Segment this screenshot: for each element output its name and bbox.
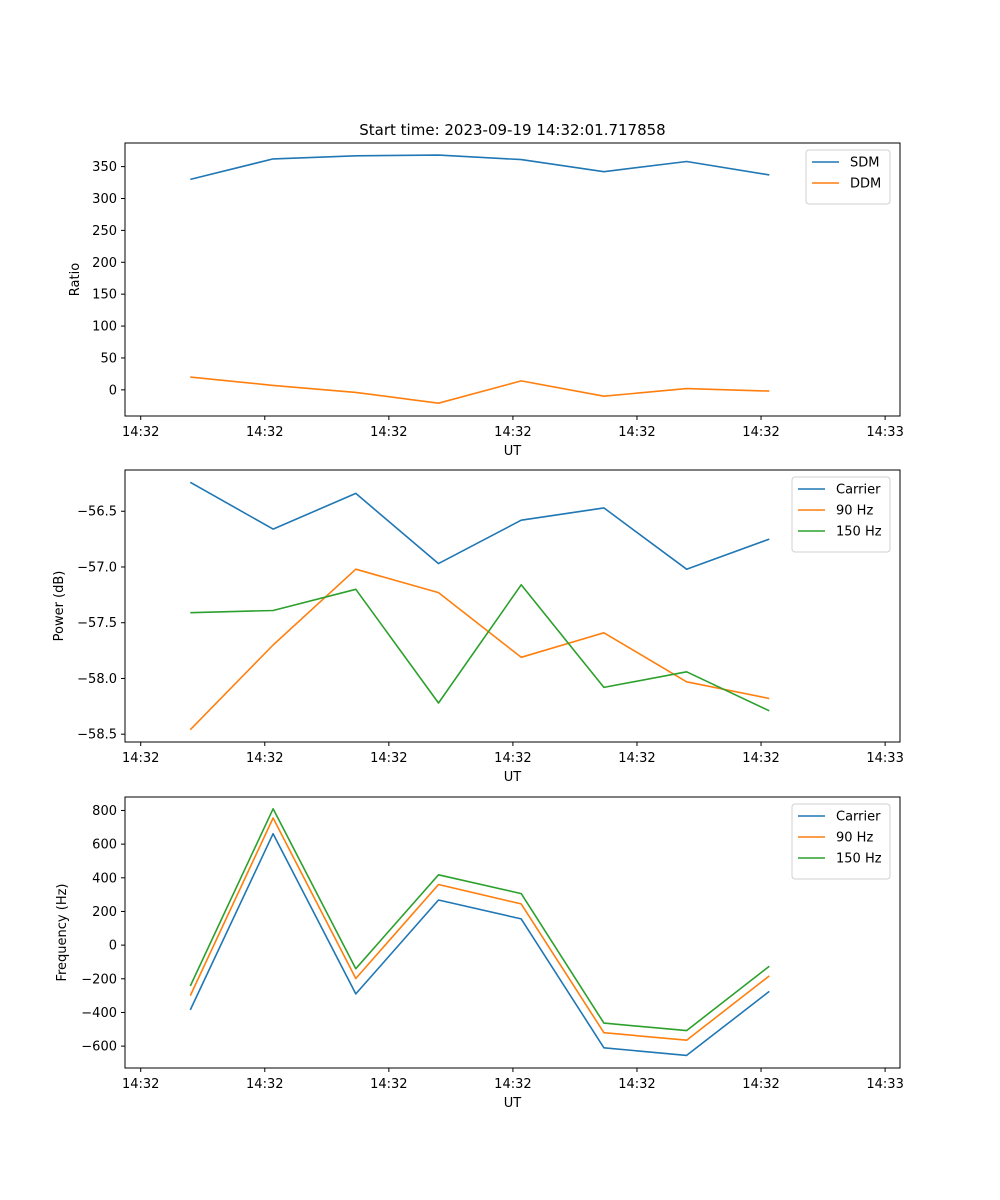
x-tick-label: 14:32 <box>122 425 159 440</box>
x-tick-label: 14:32 <box>122 1077 159 1092</box>
x-tick-label: 14:33 <box>866 425 903 440</box>
series-line-150-hz <box>189 807 770 1032</box>
legend-label: 150 Hz <box>836 525 882 540</box>
x-tick-label: 14:32 <box>618 1077 655 1092</box>
y-tick-label: 600 <box>92 838 117 853</box>
legend: SDM DDM <box>805 149 891 205</box>
y-tick-label: −200 <box>81 972 117 987</box>
series-line-90-hz <box>189 817 770 1041</box>
y-axis-label: Ratio <box>68 263 83 296</box>
y-tick-label: 350 <box>92 160 117 175</box>
subplot-3: 14:32 14:32 14:32 14:32 14:32 14:32 14:33 −600 −… <box>55 796 904 1111</box>
x-tick-label: 14:32 <box>494 425 531 440</box>
series-line-ddm <box>190 376 770 405</box>
x-tick-label: 14:32 <box>370 425 407 440</box>
x-tick-label: 14:32 <box>618 751 655 766</box>
legend-label: 90 Hz <box>836 504 873 519</box>
x-axis-label: UT <box>504 1096 522 1111</box>
y-axis-label: Power (dB) <box>52 571 67 642</box>
y-tick-label: 250 <box>92 224 117 239</box>
x-tick-label: 14:33 <box>866 751 903 766</box>
legend-label: Carrier <box>836 483 881 498</box>
y-tick-label: 400 <box>92 871 117 886</box>
legend-label: 90 Hz <box>836 831 873 846</box>
y-tick-label: −58.0 <box>77 672 117 687</box>
legend-label: 150 Hz <box>836 852 882 867</box>
legend-box <box>791 476 891 553</box>
x-tick-label: 14:32 <box>246 751 283 766</box>
series-line-sdm <box>190 154 770 181</box>
subplot-1: Start time: 2023-09-19 14:32:01.717858 14… <box>68 121 904 459</box>
y-tick-label: 0 <box>109 383 117 398</box>
y-tick-label: 0 <box>109 939 117 954</box>
y-tick-label: 200 <box>92 905 117 920</box>
x-tick-label: 14:32 <box>370 751 407 766</box>
x-tick-label: 14:32 <box>742 751 779 766</box>
y-tick-label: 100 <box>92 320 117 335</box>
series-line-carrier <box>189 481 770 571</box>
chart-title: Start time: 2023-09-19 14:32:01.717858 <box>359 121 665 139</box>
legend-label: DDM <box>850 177 881 192</box>
y-tick-label: 200 <box>92 256 117 271</box>
legend-box <box>805 149 891 205</box>
y-tick-label: −57.0 <box>77 560 117 575</box>
x-tick-label: 14:32 <box>494 1077 531 1092</box>
series-line-90-hz <box>189 568 770 731</box>
axes-frame <box>124 796 901 1069</box>
series-line-carrier <box>189 832 770 1057</box>
legend: Carrier 90 Hz 150 Hz <box>791 476 891 553</box>
axes-frame <box>124 142 901 417</box>
legend-label: SDM <box>850 156 879 171</box>
subplot-2: 14:32 14:32 14:32 14:32 14:32 14:32 14:33 −58.5… <box>52 469 904 785</box>
legend-box <box>791 803 891 880</box>
x-tick-label: 14:32 <box>122 751 159 766</box>
x-tick-label: 14:32 <box>742 425 779 440</box>
y-tick-label: 800 <box>92 804 117 819</box>
x-tick-label: 14:32 <box>494 751 531 766</box>
x-tick-label: 14:32 <box>618 425 655 440</box>
series-line-150-hz <box>190 583 770 712</box>
y-tick-label: −57.5 <box>77 616 117 631</box>
y-tick-label: 150 <box>92 288 117 303</box>
x-tick-label: 14:32 <box>246 425 283 440</box>
legend: Carrier 90 Hz 150 Hz <box>791 803 891 880</box>
y-tick-label: −600 <box>81 1040 117 1055</box>
y-tick-label: −58.5 <box>77 728 117 743</box>
y-tick-label: −400 <box>81 1006 117 1021</box>
y-tick-label: −56.5 <box>77 505 117 520</box>
x-tick-label: 14:32 <box>370 1077 407 1092</box>
y-axis-label: Frequency (Hz) <box>55 883 70 981</box>
axes-frame <box>124 469 901 743</box>
x-axis-label: UT <box>504 444 522 459</box>
legend-label: Carrier <box>836 810 881 825</box>
y-tick-label: 50 <box>100 351 117 366</box>
x-tick-label: 14:32 <box>742 1077 779 1092</box>
x-axis-label: UT <box>504 770 522 785</box>
x-tick-label: 14:33 <box>866 1077 903 1092</box>
y-tick-label: 300 <box>92 192 117 207</box>
x-tick-label: 14:32 <box>246 1077 283 1092</box>
